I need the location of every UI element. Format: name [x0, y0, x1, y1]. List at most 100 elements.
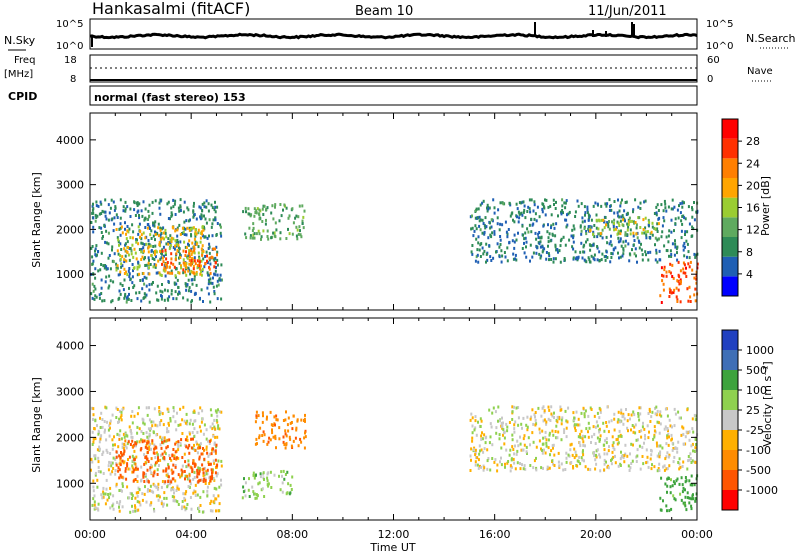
data-cell	[171, 477, 174, 481]
data-cell	[661, 446, 664, 450]
data-cell	[637, 239, 640, 243]
data-cell	[117, 238, 120, 242]
data-cell	[121, 284, 124, 287]
data-cell	[123, 260, 126, 264]
data-cell	[195, 440, 198, 444]
data-cell	[174, 199, 177, 203]
data-cell	[200, 214, 203, 218]
data-cell	[506, 425, 509, 429]
data-cell	[96, 214, 99, 218]
data-cell	[605, 421, 608, 424]
data-cell	[124, 469, 127, 473]
data-cell	[471, 416, 474, 420]
data-cell	[492, 406, 495, 410]
data-cell	[213, 208, 216, 212]
data-cell	[125, 270, 127, 274]
data-cell	[654, 406, 656, 410]
data-cell	[285, 410, 287, 414]
data-cell	[212, 468, 214, 472]
data-cell	[667, 477, 670, 480]
data-cell	[676, 450, 679, 454]
data-cell	[513, 461, 516, 465]
data-cell	[181, 232, 183, 235]
data-cell	[485, 260, 487, 264]
data-cell	[500, 421, 503, 425]
data-cell	[266, 235, 269, 238]
data-cell	[584, 465, 587, 469]
data-cell	[213, 449, 215, 453]
data-cell	[623, 460, 626, 464]
data-cell	[684, 245, 686, 249]
data-cell	[657, 209, 660, 212]
data-cell	[661, 273, 663, 277]
data-cell	[287, 482, 290, 486]
data-cell	[188, 262, 191, 266]
data-cell	[555, 436, 558, 440]
data-cell	[682, 244, 685, 248]
data-cell	[648, 221, 651, 224]
data-cell	[131, 439, 134, 443]
data-cell	[272, 231, 275, 235]
data-cell	[580, 202, 583, 206]
noise-left-tick-top: 10^5	[56, 19, 83, 30]
data-cell	[201, 463, 204, 467]
data-cell	[533, 217, 536, 221]
data-cell	[525, 423, 528, 427]
data-cell	[129, 429, 132, 433]
data-cell	[622, 240, 625, 244]
data-cell	[138, 500, 141, 504]
data-cell	[166, 427, 169, 431]
data-cell	[202, 300, 204, 303]
colorbar-tick-label: 500	[746, 364, 767, 377]
data-cell	[568, 210, 571, 214]
data-cell	[689, 260, 692, 264]
data-cell	[114, 206, 117, 210]
data-cell	[282, 440, 285, 444]
data-cell	[188, 479, 191, 483]
data-cell	[215, 418, 218, 422]
data-cell	[486, 209, 489, 213]
data-cell	[553, 411, 555, 415]
data-cell	[91, 430, 94, 434]
data-cell	[494, 458, 497, 462]
data-cell	[191, 241, 194, 245]
data-cell	[119, 488, 122, 492]
data-cell	[274, 434, 277, 438]
data-cell	[674, 222, 677, 226]
data-cell	[90, 246, 93, 250]
data-cell	[509, 448, 512, 452]
data-cell	[96, 478, 99, 482]
data-cell	[165, 473, 168, 477]
data-cell	[639, 207, 642, 210]
data-cell	[164, 251, 167, 255]
data-cell	[119, 463, 122, 467]
data-cell	[648, 430, 650, 434]
data-cell	[554, 243, 557, 247]
data-cell	[115, 268, 118, 272]
y-tick-label: 1000	[56, 477, 84, 490]
data-cell	[611, 443, 614, 447]
data-cell	[197, 245, 200, 249]
data-cell	[208, 242, 211, 246]
data-cell	[663, 244, 666, 248]
data-cell	[109, 486, 112, 490]
data-cell	[477, 207, 480, 211]
data-cell	[177, 250, 180, 254]
data-cell	[138, 488, 141, 492]
data-cell	[121, 459, 124, 463]
data-cell	[487, 457, 490, 460]
data-cell	[110, 464, 113, 468]
data-cell	[510, 458, 513, 462]
data-cell	[189, 272, 192, 276]
data-cell	[126, 205, 129, 209]
data-cell	[199, 446, 202, 450]
data-cell	[695, 281, 698, 285]
data-cell	[147, 261, 150, 265]
data-cell	[547, 252, 550, 256]
data-cell	[475, 456, 478, 460]
data-cell	[157, 464, 160, 467]
colorbar-frame	[721, 329, 739, 511]
data-cell	[243, 477, 245, 481]
data-cell	[159, 273, 162, 277]
data-cell	[145, 263, 148, 267]
